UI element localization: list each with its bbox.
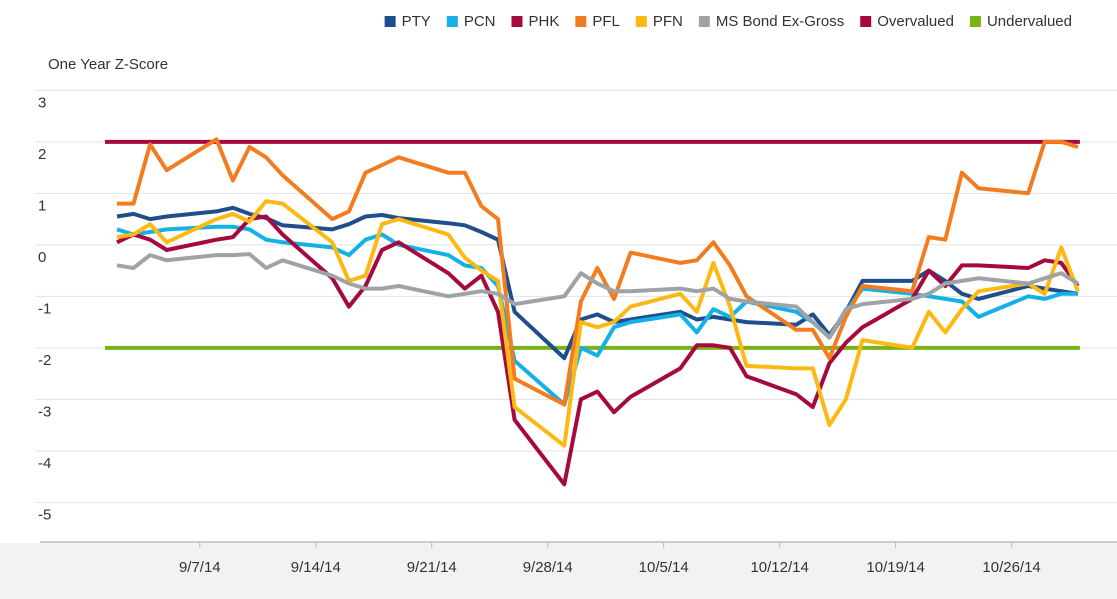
y-tick-label: -3 bbox=[38, 403, 51, 420]
legend-label: PTY bbox=[402, 13, 431, 30]
y-axis-title: One Year Z-Score bbox=[48, 56, 168, 73]
legend-swatch bbox=[860, 16, 872, 27]
legend-label: PFL bbox=[592, 13, 620, 30]
series-line bbox=[117, 137, 1079, 407]
legend-swatch bbox=[446, 16, 458, 27]
legend-swatch bbox=[575, 16, 587, 27]
x-tick-label: 9/21/14 bbox=[407, 559, 457, 576]
series-line bbox=[116, 252, 1079, 340]
series-line bbox=[116, 199, 1080, 448]
x-tick-label: 9/28/14 bbox=[523, 559, 573, 576]
legend-label: Overvalued bbox=[877, 13, 954, 30]
legend-item: PFL bbox=[575, 13, 620, 30]
legend-item: PTY bbox=[384, 13, 431, 30]
y-tick-label: -2 bbox=[38, 352, 51, 369]
x-axis-band bbox=[0, 543, 1117, 599]
legend-swatch bbox=[698, 16, 710, 27]
legend-item: Undervalued bbox=[969, 13, 1072, 30]
y-tick-label: -5 bbox=[38, 506, 51, 523]
x-tick-label: 9/14/14 bbox=[291, 559, 341, 576]
series-line bbox=[116, 214, 1080, 487]
x-tick-label: 10/12/14 bbox=[750, 559, 808, 576]
y-tick-label: 0 bbox=[38, 249, 46, 266]
legend-item: Overvalued bbox=[860, 13, 954, 30]
legend-item: PHK bbox=[511, 13, 559, 30]
legend-label: PCN bbox=[464, 13, 496, 30]
legend-label: PHK bbox=[528, 13, 559, 30]
legend-label: PFN bbox=[653, 13, 683, 30]
y-tick-label: 3 bbox=[38, 94, 46, 111]
x-tick-label: 10/19/14 bbox=[866, 559, 924, 576]
legend-item: PFN bbox=[635, 13, 683, 30]
legend-label: Undervalued bbox=[987, 13, 1072, 30]
lines bbox=[104, 137, 1080, 487]
legend-swatch bbox=[384, 16, 396, 27]
legend-label: MS Bond Ex-Gross bbox=[716, 13, 844, 30]
legend-swatch bbox=[511, 16, 523, 27]
y-tick-label: 1 bbox=[38, 197, 46, 214]
x-tick-label: 10/5/14 bbox=[639, 559, 689, 576]
x-tick-label: 9/7/14 bbox=[179, 559, 221, 576]
y-tick-label: -4 bbox=[38, 455, 51, 472]
legend-item: PCN bbox=[446, 13, 496, 30]
legend-swatch bbox=[635, 16, 647, 27]
x-tick-label: 10/26/14 bbox=[982, 559, 1040, 576]
y-tick-label: -1 bbox=[38, 300, 51, 317]
legend-swatch bbox=[969, 16, 981, 27]
legend-item: MS Bond Ex-Gross bbox=[698, 13, 844, 30]
series-line bbox=[116, 224, 1078, 407]
legend: PTY PCN PHK PFL PFN MS Bond Ex-Gross Overvalue… bbox=[384, 13, 1072, 30]
y-tick-label: 2 bbox=[38, 146, 46, 163]
